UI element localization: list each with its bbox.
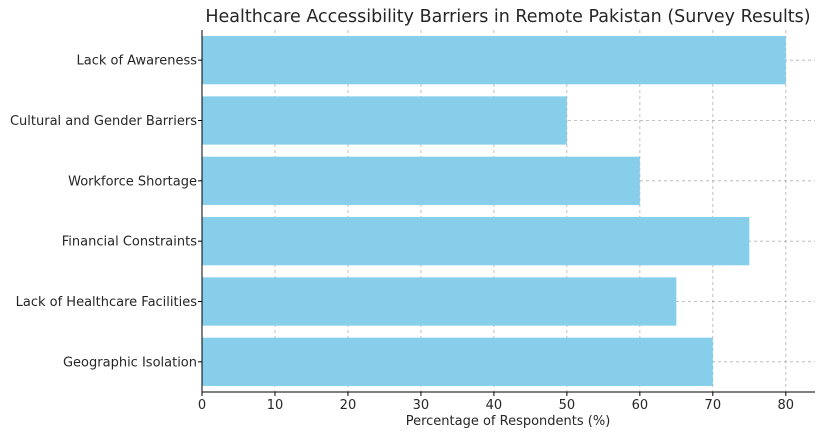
bar-lack-of-healthcare-facilities	[202, 277, 677, 326]
ticks: 0 10 20 30 40 50 60 70 80 Geographic Isolation Lac…	[10, 54, 794, 413]
x-tick-label: 60	[632, 398, 649, 413]
x-axis-label: Percentage of Respondents (%)	[406, 414, 611, 429]
bar-geographic-isolation	[202, 337, 713, 386]
bar-financial-constraints	[202, 217, 750, 266]
y-tick-label: Cultural and Gender Barriers	[10, 114, 197, 129]
y-tick-label: Financial Constraints	[62, 235, 197, 250]
x-tick-label: 40	[486, 398, 503, 413]
bar-lack-of-awareness	[202, 36, 786, 85]
x-tick-label: 80	[778, 398, 795, 413]
chart-title: Healthcare Accessibility Barriers in Rem…	[205, 7, 810, 27]
y-tick-label: Workforce Shortage	[68, 174, 197, 189]
y-tick-label: Geographic Isolation	[63, 355, 197, 370]
y-tick-label: Lack of Awareness	[77, 54, 198, 69]
x-tick-label: 30	[413, 398, 430, 413]
x-tick-label: 70	[705, 398, 722, 413]
y-tick-label: Lack of Healthcare Facilities	[16, 295, 198, 310]
bars	[202, 36, 786, 386]
bar-workforce-shortage	[202, 156, 640, 205]
x-tick-label: 10	[267, 398, 284, 413]
x-tick-label: 50	[559, 398, 576, 413]
bar-cultural-and-gender-barriers	[202, 96, 567, 145]
x-tick-label: 20	[340, 398, 357, 413]
x-tick-label: 0	[198, 398, 206, 413]
